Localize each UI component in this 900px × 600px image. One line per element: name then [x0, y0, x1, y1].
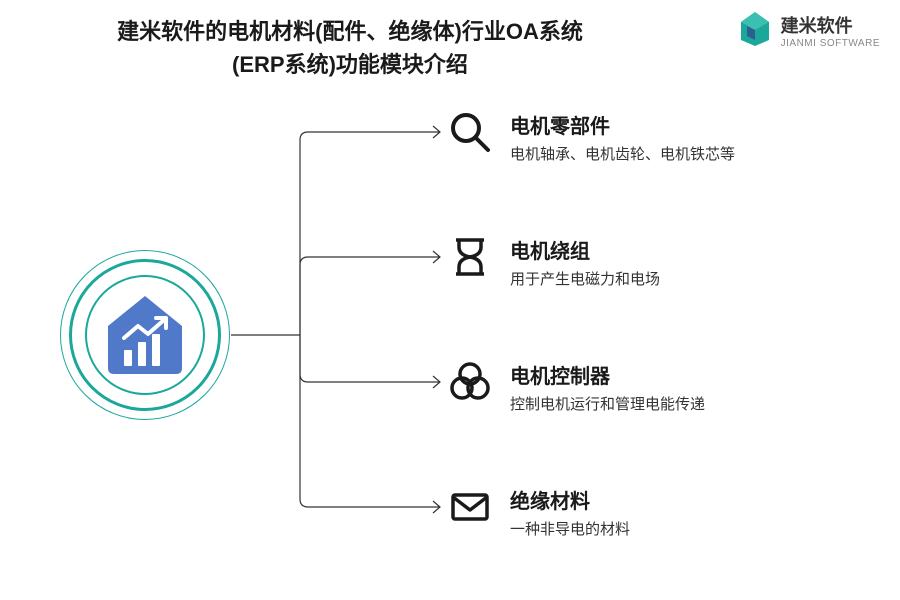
item-motor-controller: 电机控制器 控制电机运行和管理电能传递	[448, 360, 705, 414]
logo: 建米软件 JIANMI SOFTWARE	[735, 8, 880, 53]
envelope-icon	[448, 485, 492, 529]
hourglass-icon	[448, 235, 492, 279]
item-motor-parts: 电机零部件 电机轴承、电机齿轮、电机铁芯等	[448, 110, 735, 164]
item-title: 绝缘材料	[510, 485, 630, 514]
magnifier-icon	[448, 110, 492, 154]
item-insulation: 绝缘材料 一种非导电的材料	[448, 485, 630, 539]
title-line-1: 建米软件的电机材料(配件、绝缘体)行业OA系统	[80, 15, 620, 48]
page-title: 建米软件的电机材料(配件、绝缘体)行业OA系统 (ERP系统)功能模块介绍	[80, 15, 620, 81]
logo-name-en: JIANMI SOFTWARE	[781, 38, 880, 49]
venn-icon	[448, 360, 492, 404]
house-chart-icon	[100, 290, 190, 380]
item-title: 电机零部件	[510, 110, 735, 139]
item-desc: 控制电机运行和管理电能传递	[510, 393, 705, 414]
center-node	[60, 250, 230, 420]
item-title: 电机绕组	[510, 235, 660, 264]
item-title: 电机控制器	[510, 360, 705, 389]
title-line-2: (ERP系统)功能模块介绍	[80, 48, 620, 81]
item-desc: 一种非导电的材料	[510, 518, 630, 539]
item-desc: 用于产生电磁力和电场	[510, 268, 660, 289]
item-desc: 电机轴承、电机齿轮、电机铁芯等	[510, 143, 735, 164]
logo-name-cn: 建米软件	[781, 12, 880, 38]
logo-icon	[735, 8, 775, 53]
item-motor-winding: 电机绕组 用于产生电磁力和电场	[448, 235, 660, 289]
